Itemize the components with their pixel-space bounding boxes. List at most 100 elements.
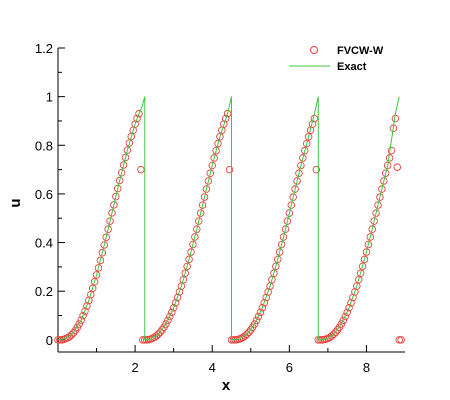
data-point — [345, 303, 353, 312]
data-point — [114, 184, 122, 193]
data-point — [316, 336, 324, 344]
data-point — [380, 177, 388, 185]
data-point — [221, 114, 230, 123]
data-point — [193, 225, 201, 233]
data-point — [256, 308, 265, 317]
data-point — [214, 139, 222, 148]
data-point — [376, 193, 384, 201]
data-point — [312, 165, 321, 174]
data-point — [166, 312, 174, 321]
data-point — [117, 169, 126, 177]
data-point — [372, 209, 380, 217]
x-axis-ticks: 2 4 6 8 — [96, 345, 370, 375]
y-tick-label: 0.2 — [35, 284, 53, 299]
data-point — [301, 146, 309, 155]
data-point — [171, 299, 180, 307]
data-point — [183, 262, 191, 271]
data-point — [341, 312, 349, 321]
data-point — [283, 217, 292, 225]
data-point — [245, 328, 253, 337]
data-point — [277, 240, 286, 249]
data-point — [374, 201, 382, 209]
x-axis-title: x — [222, 377, 231, 394]
data-point — [274, 255, 282, 264]
data-point — [83, 302, 91, 310]
data-point — [252, 316, 261, 325]
legend-label-fvcw-w: FVCW-W — [337, 45, 384, 57]
data-point — [191, 233, 199, 241]
data-point — [154, 330, 162, 338]
data-point — [223, 109, 232, 118]
series-layer — [54, 96, 405, 344]
data-point — [381, 169, 390, 177]
data-point — [289, 193, 297, 201]
x-tick-label: 4 — [209, 360, 216, 375]
data-point — [77, 316, 85, 324]
data-point — [358, 262, 367, 271]
plot-frame — [57, 48, 405, 353]
data-point — [397, 336, 405, 344]
y-tick-label: 1.2 — [35, 41, 53, 56]
data-point — [179, 276, 188, 284]
data-point — [169, 303, 178, 312]
data-point — [395, 336, 403, 344]
y-axis-title: u — [7, 198, 24, 207]
x-tick-label: 2 — [131, 360, 138, 375]
data-point — [119, 161, 128, 169]
data-point — [229, 336, 238, 344]
data-point — [121, 153, 130, 162]
data-point — [337, 320, 346, 328]
data-point — [299, 154, 307, 162]
data-point — [329, 330, 338, 338]
data-point — [291, 185, 299, 193]
data-point — [106, 217, 114, 225]
series-line-exact — [57, 96, 400, 341]
data-point — [75, 320, 83, 328]
y-tick-label: 0 — [46, 333, 53, 348]
data-point — [79, 312, 87, 320]
data-point — [187, 248, 195, 256]
data-point — [162, 320, 170, 328]
data-point — [270, 269, 278, 277]
data-point — [54, 336, 62, 344]
data-point — [200, 193, 209, 201]
data-point — [310, 114, 319, 123]
data-point — [212, 146, 220, 155]
data-point — [115, 176, 124, 185]
data-point — [368, 225, 376, 233]
data-point — [210, 154, 218, 162]
data-point — [90, 277, 99, 286]
data-point — [360, 255, 369, 264]
data-point — [208, 161, 216, 170]
y-tick-label: 0.4 — [35, 236, 53, 251]
data-point — [293, 177, 301, 185]
data-point — [285, 209, 294, 217]
data-point — [94, 264, 103, 272]
data-point — [194, 217, 203, 225]
x-tick-label: 6 — [286, 360, 293, 375]
data-point — [364, 240, 373, 249]
data-point — [393, 163, 402, 171]
data-point — [260, 299, 269, 307]
data-point — [104, 225, 112, 233]
data-point — [258, 303, 267, 312]
data-point — [96, 256, 105, 265]
data-point — [347, 299, 355, 307]
data-point — [167, 308, 176, 317]
series-fvcw-w — [54, 109, 405, 344]
data-point — [216, 133, 224, 141]
data-point — [204, 177, 213, 185]
data-point — [354, 276, 363, 284]
data-point — [88, 284, 97, 293]
data-point — [98, 249, 107, 257]
data-point — [366, 233, 375, 241]
data-point — [297, 161, 305, 170]
data-point — [185, 255, 193, 264]
data-point — [378, 185, 386, 193]
data-point — [135, 109, 143, 118]
y-axis-ticks: 0 0.2 0.4 0.6 0.8 1 1.2 — [35, 41, 65, 348]
data-point — [387, 146, 396, 155]
legend-label-exact: Exact — [337, 61, 367, 73]
data-point — [189, 240, 197, 249]
